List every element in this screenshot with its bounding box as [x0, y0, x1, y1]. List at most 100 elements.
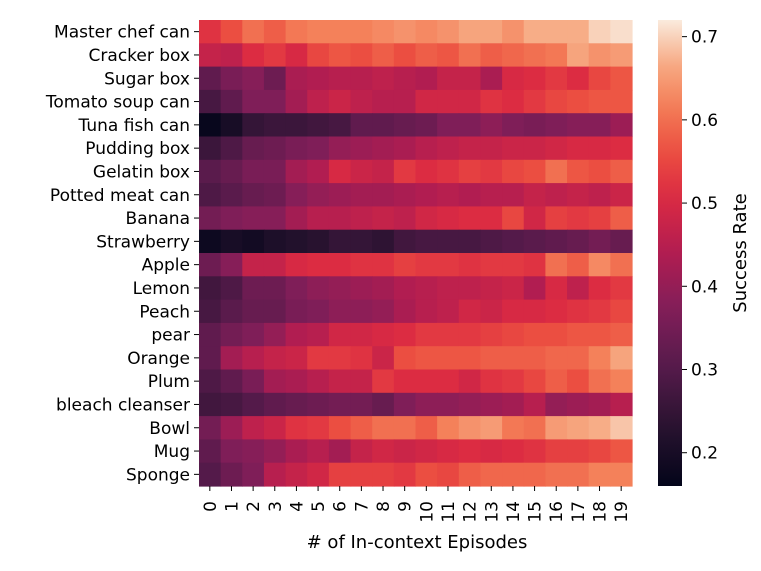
- colorbar-tick-label: 0.6: [691, 111, 718, 131]
- heatmap-cell: [523, 66, 546, 91]
- heatmap-cell: [502, 276, 525, 301]
- heatmap-cell: [588, 299, 611, 324]
- y-tick-label: Pudding box: [85, 139, 190, 159]
- heatmap-cell: [220, 369, 243, 394]
- heatmap-cell: [372, 416, 395, 440]
- heatmap-cell: [242, 416, 265, 440]
- heatmap-cell: [610, 206, 633, 231]
- heatmap-cell: [350, 322, 373, 347]
- heatmap-cell: [199, 66, 222, 91]
- heatmap-cell: [415, 392, 438, 417]
- heatmap-cell: [458, 462, 482, 487]
- heatmap-cell: [437, 43, 460, 68]
- heatmap-cell: [328, 322, 352, 347]
- heatmap-cell: [199, 89, 222, 114]
- x-tick-label: 14: [504, 501, 524, 523]
- x-tick-label: 18: [591, 501, 611, 523]
- heatmap-cell: [328, 299, 352, 324]
- heatmap-cell: [545, 183, 568, 207]
- heatmap-cell: [523, 136, 546, 161]
- heatmap-cell: [458, 276, 482, 301]
- heatmap-cell: [285, 439, 308, 464]
- heatmap-cell: [458, 20, 482, 44]
- heatmap-cell: [502, 206, 525, 231]
- heatmap-cell: [220, 206, 243, 231]
- heatmap-cell: [437, 136, 460, 161]
- heatmap-cell: [328, 276, 352, 301]
- heatmap-cell: [545, 159, 568, 184]
- heatmap-cell: [523, 43, 546, 68]
- heatmap-cell: [523, 369, 546, 394]
- heatmap-cell: [523, 462, 546, 487]
- heatmap-cell: [199, 416, 222, 440]
- heatmap-cell: [328, 392, 352, 417]
- x-tick-labels: 0 1 2 3 4 5 6 7 8 9 10 11 12 13 14 15 16 17 18 19: [201, 486, 632, 523]
- heatmap-cell: [610, 299, 633, 324]
- x-tick-label: 9: [396, 501, 416, 512]
- heatmap-cell: [545, 299, 568, 324]
- heatmap-cell: [502, 20, 525, 44]
- heatmap-cell: [242, 276, 265, 301]
- heatmap-cell: [393, 299, 417, 324]
- heatmap-cell: [393, 439, 417, 464]
- heatmap-cell: [393, 20, 417, 44]
- heatmap-cell: [567, 136, 590, 161]
- heatmap-cell: [545, 206, 568, 231]
- heatmap-cell: [328, 253, 352, 277]
- heatmap-cell: [328, 159, 352, 184]
- heatmap-cell: [458, 159, 482, 184]
- heatmap-cell: [610, 276, 633, 301]
- heatmap-cell: [458, 439, 482, 464]
- heatmap-cell: [307, 346, 330, 371]
- heatmap-cell: [545, 392, 568, 417]
- heatmap-cell: [263, 66, 287, 91]
- heatmap-cell: [502, 183, 525, 207]
- heatmap-cell: [545, 276, 568, 301]
- heatmap-cell: [307, 229, 330, 254]
- heatmap-cell: [545, 136, 568, 161]
- heatmap-cell: [372, 276, 395, 301]
- heatmap-cell: [480, 299, 503, 324]
- heatmap-cell: [350, 66, 373, 91]
- heatmap-cell: [350, 299, 373, 324]
- heatmap-cell: [372, 136, 395, 161]
- x-tick-label: 15: [526, 501, 546, 523]
- heatmap-cell: [480, 183, 503, 207]
- heatmap-cell: [480, 113, 503, 138]
- heatmap-cell: [415, 20, 438, 44]
- heatmap-cell: [307, 136, 330, 161]
- heatmap-cell: [545, 66, 568, 91]
- heatmap-cell: [242, 89, 265, 114]
- heatmap-cell: [393, 253, 417, 277]
- heatmap-cell: [307, 276, 330, 301]
- heatmap-cell: [263, 43, 287, 68]
- heatmap-cell: [350, 276, 373, 301]
- heatmap-cell: [610, 89, 633, 114]
- x-axis-label: # of In-context Episodes: [307, 532, 528, 553]
- heatmap-cell: [415, 299, 438, 324]
- heatmap-cell: [502, 416, 525, 440]
- heatmap-cell: [242, 346, 265, 371]
- heatmap-cell: [242, 183, 265, 207]
- heatmap-cell: [480, 89, 503, 114]
- heatmap-cell: [523, 183, 546, 207]
- heatmap-cell: [199, 276, 222, 301]
- heatmap-cell: [199, 439, 222, 464]
- y-tick-label: Peach: [139, 302, 190, 322]
- heatmap-cell: [523, 20, 546, 44]
- heatmap-cell: [480, 206, 503, 231]
- heatmap-cell: [458, 322, 482, 347]
- heatmap-cell: [567, 439, 590, 464]
- heatmap-cell: [545, 43, 568, 68]
- heatmap-cell: [350, 136, 373, 161]
- y-tick-label: bleach cleanser: [56, 395, 190, 415]
- heatmap-cell: [350, 253, 373, 277]
- heatmap-cell: [502, 462, 525, 487]
- heatmap-cell: [458, 43, 482, 68]
- heatmap-cell: [393, 322, 417, 347]
- heatmap-cell: [285, 229, 308, 254]
- heatmap-cell: [502, 66, 525, 91]
- heatmap-cell: [502, 322, 525, 347]
- heatmap-cell: [285, 369, 308, 394]
- heatmap-cell: [307, 183, 330, 207]
